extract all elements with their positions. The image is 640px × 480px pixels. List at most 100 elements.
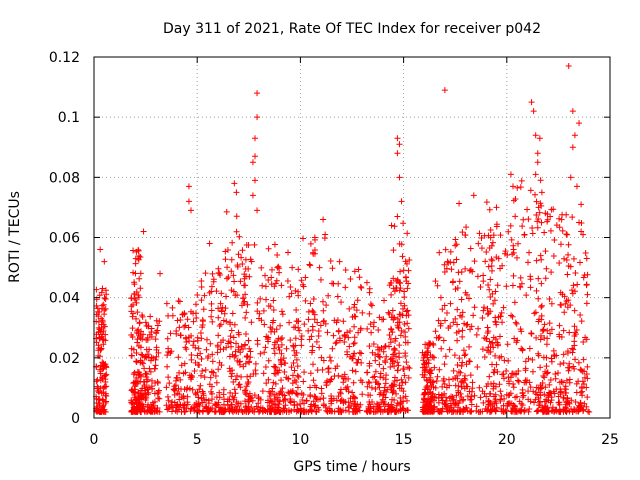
data-point [456, 355, 463, 362]
data-point [285, 249, 292, 256]
data-point [437, 408, 444, 415]
data-point [207, 340, 214, 347]
data-point [577, 259, 584, 266]
data-point [438, 345, 445, 352]
data-point [447, 259, 454, 266]
data-point [298, 390, 305, 397]
data-point [252, 360, 259, 367]
data-point [326, 354, 333, 361]
data-point [467, 266, 474, 273]
data-point [270, 307, 277, 314]
data-point [148, 333, 155, 340]
data-point [402, 339, 409, 346]
data-point [566, 379, 573, 386]
data-point [172, 377, 179, 384]
data-point [213, 379, 220, 386]
data-point [176, 369, 183, 376]
data-point [541, 398, 548, 405]
data-point [499, 262, 506, 269]
data-point [541, 403, 548, 410]
data-point [338, 397, 345, 404]
data-point [262, 296, 269, 303]
data-point [468, 323, 475, 330]
data-point [518, 328, 525, 335]
data-point [390, 275, 397, 282]
data-point [366, 310, 373, 317]
data-point [191, 367, 198, 374]
data-point [144, 376, 151, 383]
data-point [236, 233, 243, 240]
data-point [366, 360, 373, 367]
data-point [475, 408, 482, 415]
data-point [551, 408, 558, 415]
data-point [249, 192, 256, 199]
data-point [229, 393, 236, 400]
data-point [289, 372, 296, 379]
data-point [232, 390, 239, 397]
data-point [478, 245, 485, 252]
data-point [165, 349, 172, 356]
data-point [202, 270, 209, 277]
data-point [454, 321, 461, 328]
data-point [394, 359, 401, 366]
data-point [344, 329, 351, 336]
data-point [377, 407, 384, 414]
data-point [181, 386, 188, 393]
data-point [565, 251, 572, 258]
data-point [94, 383, 101, 390]
data-point [529, 230, 536, 237]
data-point [189, 386, 196, 393]
data-point [268, 274, 275, 281]
data-point [190, 338, 197, 345]
data-point [459, 359, 466, 366]
data-point [163, 402, 170, 409]
data-point [446, 395, 453, 402]
data-point [227, 333, 234, 340]
data-point [439, 405, 446, 412]
data-point [375, 327, 382, 334]
data-point [100, 389, 107, 396]
data-point [311, 234, 318, 241]
data-point [499, 371, 506, 378]
data-point [153, 344, 160, 351]
data-point [483, 335, 490, 342]
data-point [539, 384, 546, 391]
data-point [317, 322, 324, 329]
data-point [355, 329, 362, 336]
data-point [562, 300, 569, 307]
data-point [272, 339, 279, 346]
data-point [364, 369, 371, 376]
data-point [424, 354, 431, 361]
data-point [571, 307, 578, 314]
data-point [163, 384, 170, 391]
data-point [128, 352, 135, 359]
data-point [233, 189, 240, 196]
data-point [133, 289, 140, 296]
data-point [375, 353, 382, 360]
data-point [346, 343, 353, 350]
data-point [447, 300, 454, 307]
data-point [340, 318, 347, 325]
data-point [324, 377, 331, 384]
data-point [233, 213, 240, 220]
data-point [533, 408, 540, 415]
data-point [302, 274, 309, 281]
data-point [101, 408, 108, 415]
data-point [404, 320, 411, 327]
data-points [93, 63, 593, 415]
data-point [501, 375, 508, 382]
data-point [540, 373, 547, 380]
data-point [437, 320, 444, 327]
data-point [397, 300, 404, 307]
data-point [98, 321, 105, 328]
data-point [459, 309, 466, 316]
data-point [250, 370, 257, 377]
data-point [169, 408, 176, 415]
data-point [510, 242, 517, 249]
data-point [314, 396, 321, 403]
data-point [480, 272, 487, 279]
data-point [260, 370, 267, 377]
data-point [261, 407, 268, 414]
data-point [441, 381, 448, 388]
data-point [155, 349, 162, 356]
